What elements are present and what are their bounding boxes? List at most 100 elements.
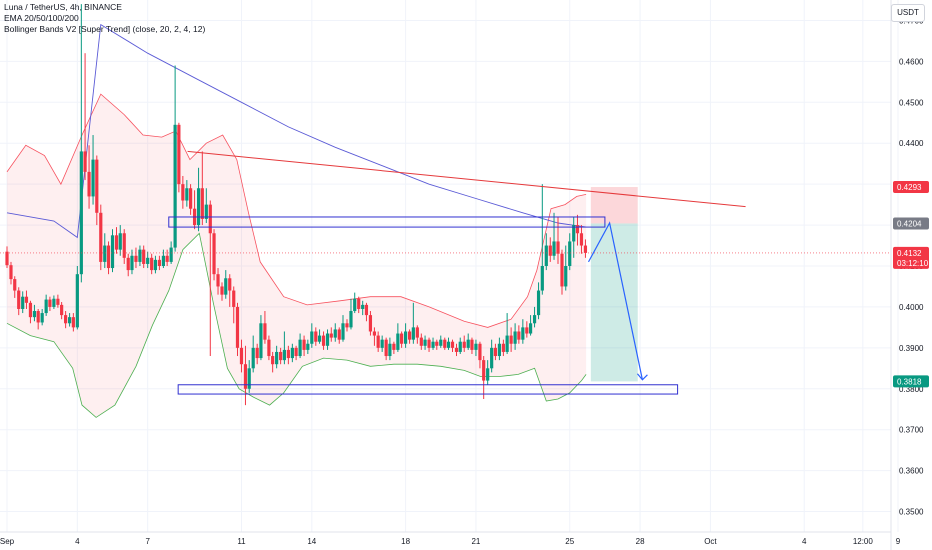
candle-body [317, 335, 322, 342]
x-tick-label: 21 [471, 537, 480, 546]
candle-body [329, 333, 333, 338]
candle-body [169, 247, 173, 262]
candle-body [212, 233, 216, 275]
candle-body [560, 253, 564, 287]
candle-body [146, 257, 150, 264]
candle-body [64, 315, 68, 324]
x-tick-label: 7 [145, 537, 150, 546]
candle-body [380, 339, 384, 348]
candle-body [564, 266, 568, 287]
candle-body [411, 327, 415, 340]
price-tag-countdown: 03:12:10 [897, 259, 929, 268]
candle-body [28, 302, 33, 318]
bb-legend[interactable]: Bollinger Bands V2 [Super Trend] (close,… [4, 24, 206, 34]
candle-body [450, 341, 455, 348]
candle-body [228, 278, 232, 291]
candle-body [235, 306, 240, 348]
candle-body [349, 311, 353, 328]
candle-body [247, 368, 251, 389]
price-tag [893, 181, 929, 194]
candle-body [24, 296, 29, 303]
ema-legend[interactable]: EMA 20/50/100/200 [4, 13, 79, 23]
candle-body [486, 368, 490, 381]
candle-body [314, 331, 318, 342]
candle-body [134, 255, 138, 262]
candle-body [239, 347, 244, 365]
candle-body [392, 343, 396, 350]
candle-body [60, 304, 64, 316]
candle-body [528, 323, 533, 334]
candle-body [157, 259, 162, 266]
candles [5, 4, 588, 406]
candle-body [544, 245, 548, 266]
candle-body [126, 257, 130, 271]
support-box [177, 384, 679, 395]
candle-body [341, 323, 345, 340]
candle-body [9, 265, 13, 280]
price-tag-label: 0.4293 [897, 183, 922, 192]
candle-body [532, 315, 537, 324]
candle-body [106, 245, 111, 269]
x-tick-label: 28 [636, 537, 645, 546]
candle-body [279, 351, 283, 361]
candle-body [286, 349, 290, 359]
candle-body [415, 327, 419, 338]
candle-body [345, 323, 349, 328]
candle-body [337, 329, 341, 340]
candle-body [583, 245, 588, 253]
candle-body [130, 255, 134, 271]
candle-body [466, 339, 470, 348]
candle-body [5, 251, 9, 266]
band-lower [6, 232, 587, 418]
x-tick-label: 11 [237, 537, 246, 546]
candle-body [521, 327, 525, 340]
candle-body [517, 331, 521, 340]
candle-body [353, 298, 357, 312]
y-tick-label: 0.3600 [899, 467, 924, 476]
candle-body [419, 337, 423, 346]
candle-body [142, 249, 146, 264]
candle-body [208, 204, 212, 234]
arrow-head-icon [636, 373, 648, 381]
candle-body [368, 315, 373, 332]
candle-body [548, 245, 552, 256]
candle-body [407, 331, 412, 340]
candle-body [509, 335, 513, 344]
x-tick-label: 12:00 [853, 537, 874, 546]
candle-body [321, 335, 326, 346]
candle-body [325, 333, 330, 346]
currency-button[interactable]: USDT [891, 4, 925, 22]
candle-body [32, 311, 37, 318]
x-tick-label: Sep [0, 537, 15, 546]
candle-body [220, 286, 224, 295]
band-fill [7, 94, 587, 418]
candle-body [17, 290, 21, 309]
candle-body [478, 343, 482, 361]
candle-body [36, 311, 40, 323]
candle-body [404, 331, 408, 344]
candle-body [361, 304, 365, 309]
candle-body [185, 188, 189, 201]
x-tick-label: 14 [307, 537, 316, 546]
candle-body [552, 241, 556, 256]
y-tick-label: 0.4500 [899, 98, 924, 107]
candle-body [118, 233, 122, 250]
candle-body [505, 335, 509, 352]
candle-body [91, 159, 95, 197]
drawings[interactable] [0, 150, 891, 395]
candle-body [443, 339, 447, 348]
candle-body [122, 233, 126, 258]
candle-body [200, 188, 204, 219]
x-tick-label: 25 [565, 537, 574, 546]
candle-body [21, 296, 25, 309]
candle-body [431, 341, 435, 348]
x-tick-label: 4 [802, 537, 807, 546]
candle-body [298, 339, 302, 357]
x-tick-label: 9 [896, 537, 901, 546]
candle-body [56, 298, 60, 305]
candle-body [497, 343, 501, 357]
candle-body [376, 335, 380, 348]
symbol-title[interactable]: Luna / TetherUS, 4h, BINANCE [4, 2, 122, 12]
y-tick-label: 0.4600 [899, 57, 924, 66]
